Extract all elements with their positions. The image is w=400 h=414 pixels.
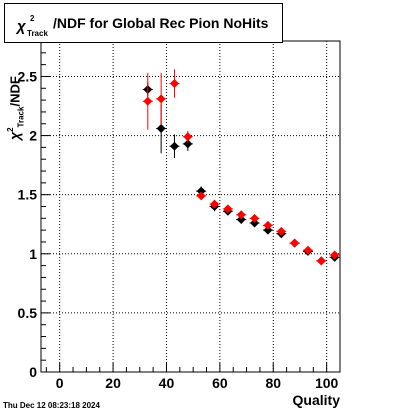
ylabel-superscript: 2 (6, 127, 15, 132)
data-point (276, 226, 286, 236)
data-point (330, 250, 340, 260)
x-tick-label: 0 (56, 375, 64, 391)
data-point (156, 123, 166, 133)
title-subscript: Track (27, 29, 48, 38)
title-text: /NDF for Global Rec Pion NoHits (53, 15, 269, 31)
data-point (223, 204, 233, 214)
ylabel-subscript: Track (16, 106, 26, 128)
plot-frame (40, 40, 341, 373)
data-point (263, 225, 273, 235)
x-tick-label: 100 (315, 375, 339, 391)
timestamp: Thu Dec 12 08:23:18 2024 (3, 401, 100, 410)
data-point (169, 141, 179, 151)
data-point (143, 96, 153, 106)
title-superscript: 2 (30, 14, 35, 23)
y-tick-label: 1 (29, 246, 37, 262)
y-tick-label: 0 (29, 364, 37, 380)
data-point (156, 94, 166, 104)
y-tick-label: 2 (29, 128, 37, 144)
data-point (196, 186, 206, 196)
title-chi-symbol: χ (17, 18, 26, 35)
ylabel-text: /NDF (7, 76, 23, 107)
data-point (250, 218, 260, 228)
data-point (196, 191, 206, 201)
data-point (250, 213, 260, 223)
y-tick-label: 0.5 (18, 305, 38, 321)
x-tick-label: 60 (212, 375, 228, 391)
data-point (236, 215, 246, 225)
data-point (303, 245, 313, 255)
y-axis-label: χ2Track/NDF (6, 76, 26, 140)
x-tick-label: 80 (265, 375, 281, 391)
x-tick-label: 40 (159, 375, 175, 391)
data-point (290, 238, 300, 248)
data-point (210, 199, 220, 209)
y-tick-label: 1.5 (18, 187, 38, 203)
data-point (236, 210, 246, 220)
data-point (183, 139, 193, 149)
data-point (183, 132, 193, 142)
chart-title: χ 2 Track /NDF for Global Rec Pion NoHit… (4, 3, 283, 43)
y-tick-label: 2.5 (18, 68, 38, 84)
x-tick-label: 20 (105, 375, 121, 391)
data-point (169, 79, 179, 89)
data-point (263, 220, 273, 230)
x-axis-label: Quality (292, 392, 340, 408)
data-point (316, 256, 326, 266)
ylabel-chi-symbol: χ (6, 131, 23, 140)
